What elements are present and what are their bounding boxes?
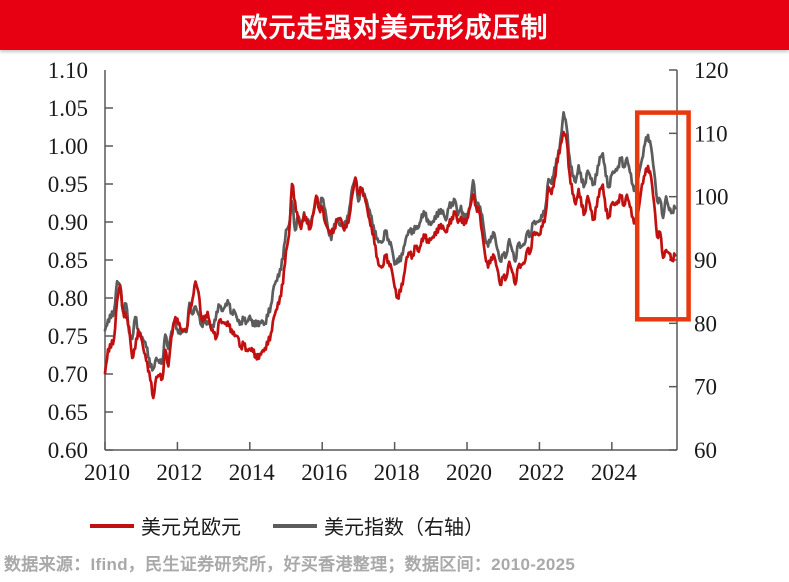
fx-dual-axis-chart: 1.10 1.05 1.00 0.95 0.90 0.85 0.80 0.75 0.70 0.65… — [48, 58, 729, 485]
source-note: 数据来源：Ifind，民生证券研究所，好买香港整理；数据区间：2010-2025 — [4, 555, 576, 574]
x-tick-label: 2024 — [591, 460, 638, 485]
x-tick-label: 2012 — [156, 460, 202, 485]
y-left-tick-label: 0.65 — [48, 400, 88, 425]
y-left-tick-label: 0.80 — [48, 286, 88, 311]
title-banner: 欧元走强对美元形成压制 — [0, 0, 789, 50]
y-right-tick-label: 90 — [694, 248, 717, 273]
y-left-tick-label: 1.05 — [48, 96, 88, 121]
y-right-tick-label: 110 — [694, 121, 728, 146]
y-left-tick-label: 0.85 — [48, 248, 88, 273]
y-left-tick-label: 0.70 — [48, 362, 88, 387]
y-right-tick-label: 80 — [694, 311, 717, 336]
x-tick-label: 2020 — [446, 460, 492, 485]
x-tick-label: 2010 — [84, 460, 130, 485]
legend-label-usd-eur: 美元兑欧元 — [141, 517, 241, 539]
highlight-box — [634, 110, 691, 322]
legend-item-dollar-index: 美元指数（右轴） — [273, 511, 484, 540]
x-tick-label: 2014 — [229, 460, 276, 485]
x-tick-label: 2022 — [518, 460, 564, 485]
chart-title: 欧元走强对美元形成压制 — [240, 12, 549, 43]
y-right-tick-label: 70 — [694, 375, 717, 400]
y-left-tick-label: 0.75 — [48, 324, 88, 349]
x-tick-label: 2016 — [301, 460, 347, 485]
x-tick-label: 2018 — [374, 460, 420, 485]
y-left-tick-label: 1.10 — [48, 58, 88, 83]
dollar-index-line — [103, 111, 677, 372]
y-left-tick-label: 1.00 — [48, 134, 88, 159]
y-left-tick-label: 0.90 — [48, 210, 88, 235]
legend-swatch-usd-eur — [90, 523, 134, 528]
legend-label-dollar-index: 美元指数（右轴） — [324, 517, 484, 539]
usd-eur-line — [103, 130, 677, 400]
y-left-tick-label: 0.95 — [48, 172, 88, 197]
legend-swatch-dollar-index — [273, 523, 317, 528]
y-left-tick-label: 0.60 — [48, 438, 88, 463]
chart-legend: 美元兑欧元 美元指数（右轴） — [90, 511, 484, 540]
y-right-tick-label: 120 — [694, 58, 729, 83]
y-right-tick-label: 60 — [694, 438, 717, 463]
legend-item-usd-eur: 美元兑欧元 — [90, 511, 241, 540]
y-right-tick-label: 100 — [694, 185, 729, 210]
